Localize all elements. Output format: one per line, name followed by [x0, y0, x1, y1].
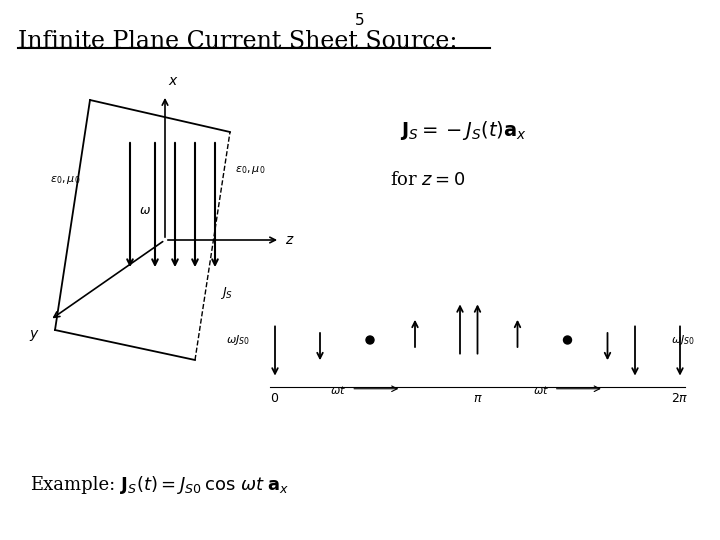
Text: $J_S$: $J_S$ — [220, 285, 233, 301]
Text: $\pi$: $\pi$ — [472, 392, 482, 405]
Circle shape — [366, 336, 374, 344]
Text: $\omega J_{S0}$: $\omega J_{S0}$ — [226, 333, 250, 347]
Text: $\omega t$: $\omega t$ — [533, 384, 549, 396]
Text: 5: 5 — [355, 13, 365, 28]
Text: $y$: $y$ — [30, 328, 40, 343]
Text: $\mathbf{J}_S = -J_S\left(t\right)\mathbf{a}_x$: $\mathbf{J}_S = -J_S\left(t\right)\mathb… — [400, 118, 527, 141]
Text: Example:: Example: — [30, 476, 115, 494]
Text: $2\pi$: $2\pi$ — [671, 392, 689, 405]
Text: $\varepsilon_0, \mu_0$: $\varepsilon_0, \mu_0$ — [50, 174, 81, 186]
Circle shape — [564, 336, 572, 344]
Text: $z$: $z$ — [285, 233, 294, 247]
Text: $\omega$: $\omega$ — [139, 204, 151, 217]
Text: $\omega t$: $\omega t$ — [330, 384, 346, 396]
Text: for $z = 0$: for $z = 0$ — [390, 171, 465, 189]
Text: $0$: $0$ — [271, 392, 279, 405]
Text: $\mathbf{J}_S(t) = J_{S0}\,\cos\,\omega t\;\mathbf{a}_x$: $\mathbf{J}_S(t) = J_{S0}\,\cos\,\omega … — [120, 474, 289, 496]
Text: Infinite Plane Current Sheet Source:: Infinite Plane Current Sheet Source: — [18, 30, 457, 53]
Text: $\omega J_{S0}$: $\omega J_{S0}$ — [671, 333, 695, 347]
Text: $\varepsilon_0, \mu_0$: $\varepsilon_0, \mu_0$ — [235, 164, 266, 176]
Text: $x$: $x$ — [168, 74, 179, 88]
